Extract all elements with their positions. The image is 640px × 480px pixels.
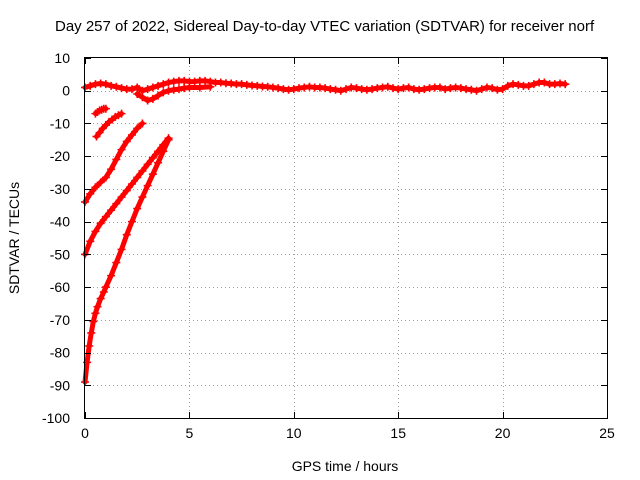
x-tick-label: 20 bbox=[495, 425, 511, 441]
x-tick-label: 25 bbox=[599, 425, 615, 441]
point-cluster bbox=[82, 359, 90, 385]
x-tick-label: 0 bbox=[81, 425, 89, 441]
data-series bbox=[81, 135, 173, 386]
chart-title: Day 257 of 2022, Sidereal Day-to-day VTE… bbox=[55, 18, 595, 35]
x-tick-label: 5 bbox=[186, 425, 194, 441]
point-cluster bbox=[119, 232, 130, 252]
data-series bbox=[81, 119, 147, 206]
point-cluster bbox=[197, 84, 213, 90]
y-tick-label: -70 bbox=[50, 312, 70, 328]
data-series bbox=[133, 82, 215, 105]
data-series bbox=[91, 104, 110, 118]
point-cluster bbox=[557, 81, 568, 87]
point-cluster bbox=[134, 120, 145, 131]
grid-lines bbox=[85, 58, 607, 418]
data-series bbox=[92, 109, 126, 141]
point-cluster bbox=[160, 137, 172, 154]
x-axis-label: GPS time / hours bbox=[292, 458, 399, 474]
axis-ticks: 0 5 10 15 20 25-100-90-80-70-60-50-40-30-20-1… bbox=[42, 50, 615, 441]
y-tick-label: 10 bbox=[54, 50, 70, 66]
x-tick-label: 15 bbox=[390, 425, 406, 441]
data-points bbox=[81, 76, 570, 386]
point-cluster bbox=[84, 343, 92, 365]
y-tick-label: -90 bbox=[50, 377, 70, 393]
y-tick-label: -80 bbox=[50, 345, 70, 361]
data-series bbox=[81, 76, 570, 95]
y-tick-label: -40 bbox=[50, 214, 70, 230]
y-tick-label: 0 bbox=[62, 83, 70, 99]
y-tick-label: -10 bbox=[50, 115, 70, 131]
point-cluster bbox=[115, 111, 125, 118]
y-tick-label: -50 bbox=[50, 246, 70, 262]
plot-frame bbox=[84, 57, 608, 419]
y-tick-label: -60 bbox=[50, 279, 70, 295]
y-tick-label: -30 bbox=[50, 181, 70, 197]
x-tick-label: 10 bbox=[286, 425, 302, 441]
y-tick-label: -20 bbox=[50, 148, 70, 164]
y-axis-label: SDTVAR / TECUs bbox=[6, 182, 22, 294]
y-tick-label: -100 bbox=[42, 410, 70, 426]
